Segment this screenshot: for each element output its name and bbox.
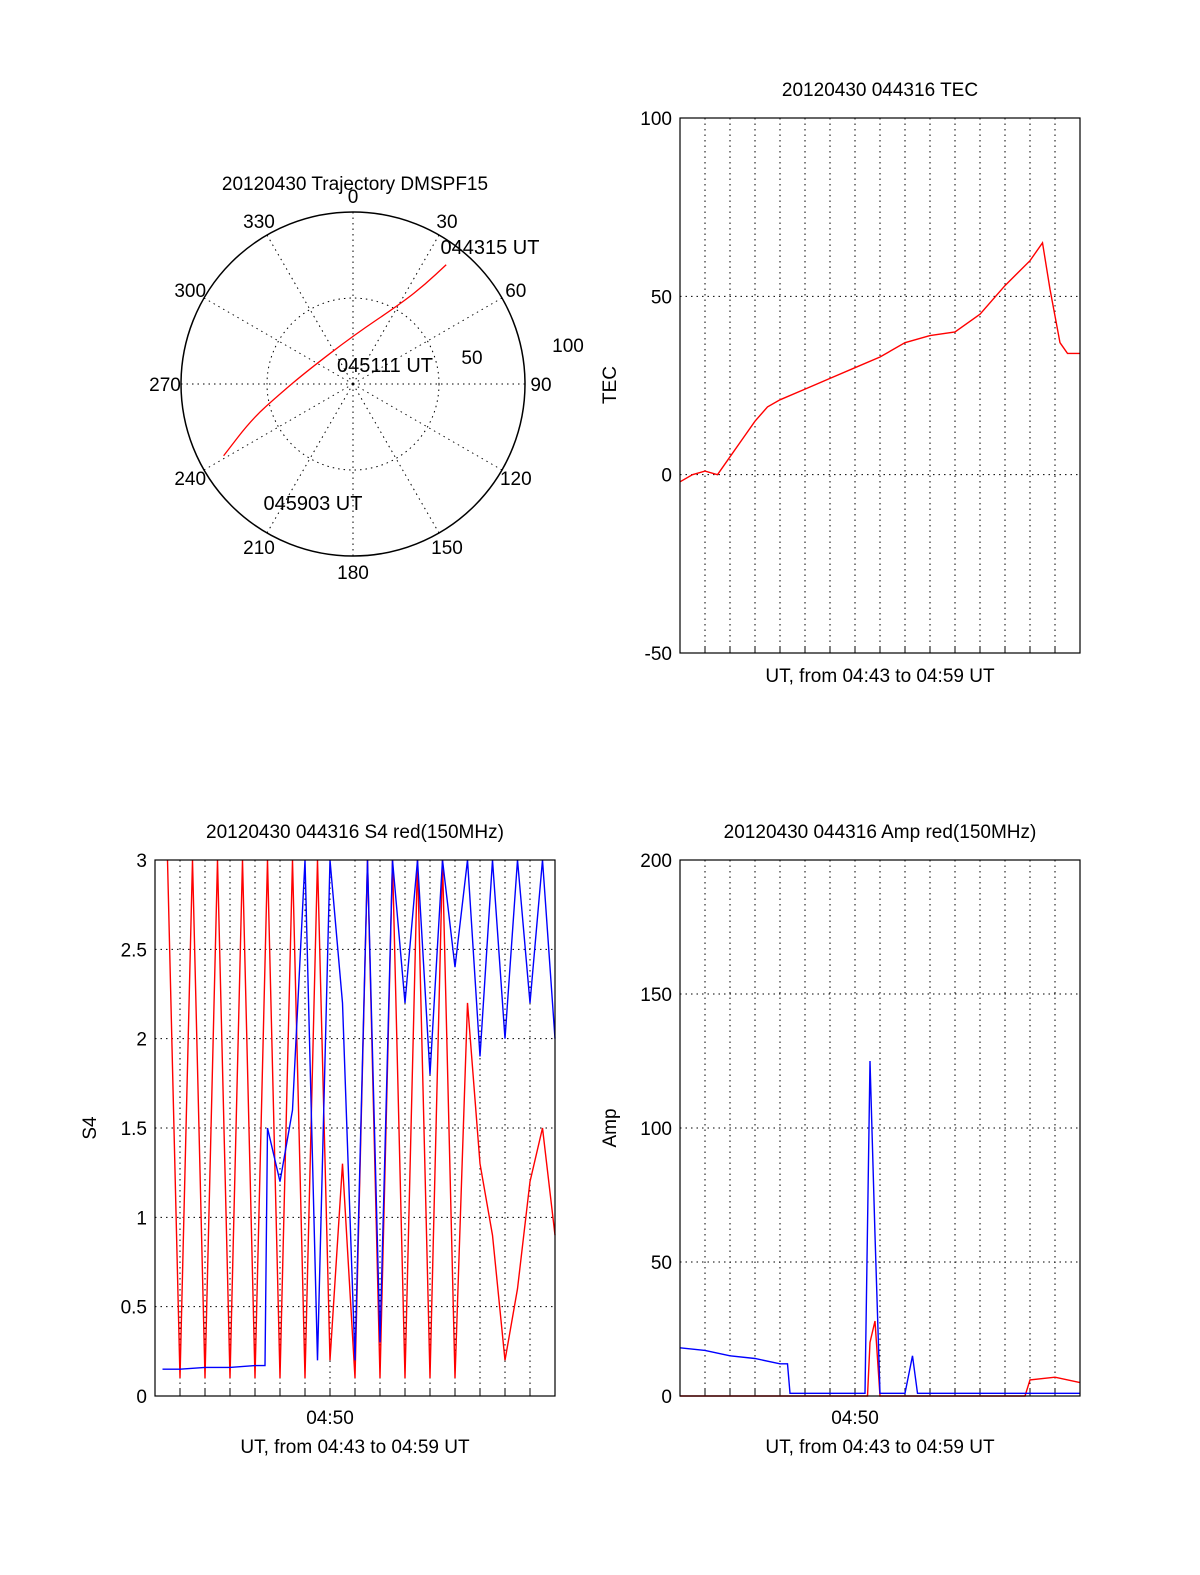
y-tick-label: 1.5 [121,1119,147,1140]
tec-ylabel: TEC [600,366,621,404]
trajectory-time-label: 045111 UT [337,355,433,377]
y-tick-label: 100 [640,109,672,130]
s4-frame [154,859,556,1397]
amp-title: 20120430 044316 Amp red(150MHz) [724,822,1037,843]
polar-angle-label: 60 [505,281,526,302]
polar-angle-label: 300 [174,281,206,302]
y-tick-label: 100 [640,1119,672,1140]
x-tick-label: 04:50 [831,1408,879,1429]
polar-radial-label: 100 [552,336,584,357]
y-tick-label: -50 [645,644,672,665]
polar-spoke [203,383,354,471]
trajectory-line [223,264,447,457]
tec-xlabel: UT, from 04:43 to 04:59 UT [765,666,995,687]
s4-grid [155,860,555,1396]
y-tick-label: 200 [640,851,672,872]
y-tick-label: 0 [136,1387,147,1408]
s4-ticks: 0 0.5 1 1.5 2 2.5 3 04:50 [121,851,354,1429]
blue-series-line [162,859,556,1370]
y-tick-label: 2 [136,1030,147,1051]
y-tick-label: 1 [136,1208,147,1229]
x-tick-label: 04:50 [306,1408,354,1429]
polar-angle-label: 90 [530,375,551,396]
trajectory-series [223,264,447,457]
tec-panel: 20120430 044316 TEC UT, from 04:43 to 04… [600,80,1081,687]
polar-angle-label: 180 [337,563,369,584]
s4-title: 20120430 044316 S4 red(150MHz) [206,822,504,843]
red-series-line [679,240,1080,483]
s4-series [162,859,556,1379]
polar-spoke [203,297,354,385]
y-tick-label: 0.5 [121,1298,147,1319]
amp-grid [680,860,1080,1396]
trajectory-panel: 20120430 Trajectory DMSPF15 0 30 60 90 120 15… [149,174,584,584]
amp-frame [679,859,1081,1397]
polar-angle-label: 120 [500,469,532,490]
polar-angle-label: 30 [436,212,457,233]
tec-frame [679,117,1081,654]
polar-angle-label: 330 [243,212,275,233]
s4-panel: 20120430 044316 S4 red(150MHz) UT, from … [80,822,556,1458]
y-tick-label: 0 [661,466,672,487]
polar-spoke [352,383,503,471]
amp-xlabel: UT, from 04:43 to 04:59 UT [765,1437,995,1458]
polar-spoke [352,383,440,534]
blue-series-line [679,1060,1080,1395]
amp-ylabel: Amp [600,1108,621,1147]
y-tick-label: 2.5 [121,940,147,961]
tec-ticks: -50 0 50 100 [640,109,672,665]
polar-angle-label: 240 [174,469,206,490]
polar-spoke [352,297,503,385]
y-tick-label: 50 [651,1253,672,1274]
polar-spoke [266,383,354,534]
y-tick-label: 3 [136,851,147,872]
amp-ticks: 0 50 100 150 200 04:50 [640,851,878,1429]
trajectory-title: 20120430 Trajectory DMSPF15 [222,174,488,195]
polar-labels: 0 30 60 90 120 150 180 210 240 270 300 330 50 100 0443… [149,187,584,584]
polar-grid [180,211,526,557]
trajectory-time-label: 044315 UT [441,237,540,259]
trajectory-time-label: 045903 UT [264,493,363,515]
s4-xlabel: UT, from 04:43 to 04:59 UT [240,1437,470,1458]
amp-panel: 20120430 044316 Amp red(150MHz) UT, from… [600,822,1081,1458]
y-tick-label: 150 [640,985,672,1006]
y-tick-label: 0 [661,1387,672,1408]
polar-radial-label: 50 [461,348,482,369]
tec-series [679,240,1080,483]
polar-angle-label: 150 [431,538,463,559]
tec-title: 20120430 044316 TEC [782,80,978,101]
tec-grid [680,118,1080,653]
polar-angle-label: 210 [243,538,275,559]
polar-angle-label: 0 [348,187,359,208]
polar-spoke [352,234,440,385]
polar-ring [266,297,440,471]
s4-ylabel: S4 [80,1116,101,1140]
polar-angle-label: 270 [149,375,181,396]
y-tick-label: 50 [651,287,672,308]
polar-spoke [266,234,354,385]
